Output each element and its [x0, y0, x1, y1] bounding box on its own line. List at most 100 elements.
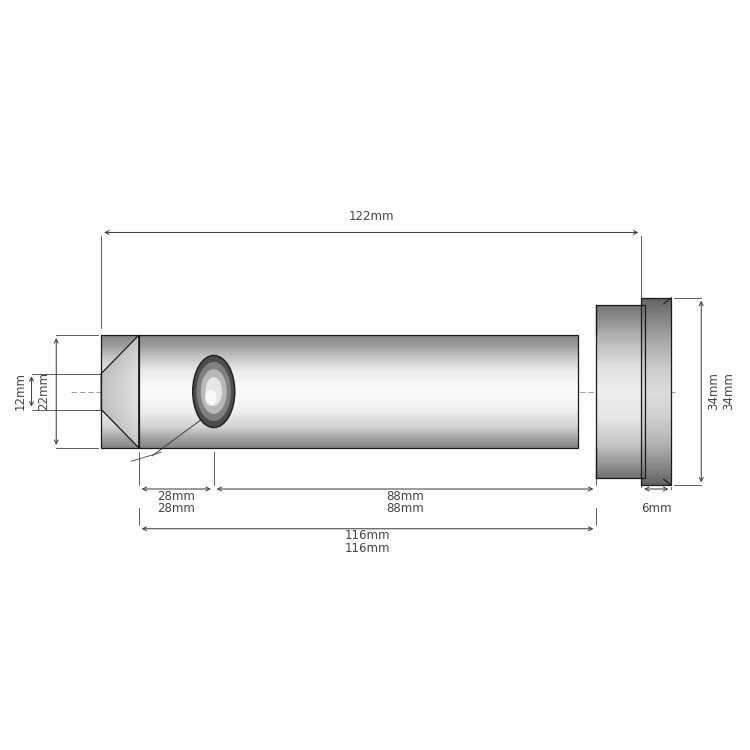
Polygon shape	[101, 421, 578, 422]
Polygon shape	[641, 389, 671, 392]
Polygon shape	[641, 429, 671, 431]
Polygon shape	[641, 316, 671, 319]
Polygon shape	[596, 325, 645, 327]
Polygon shape	[101, 385, 578, 386]
Polygon shape	[101, 358, 578, 359]
Polygon shape	[101, 372, 578, 374]
Polygon shape	[641, 385, 671, 387]
Polygon shape	[596, 402, 645, 404]
Polygon shape	[596, 396, 645, 398]
Polygon shape	[596, 379, 645, 381]
Text: 116mm: 116mm	[345, 530, 390, 542]
Text: 34mm: 34mm	[707, 373, 720, 410]
Polygon shape	[596, 370, 645, 372]
Polygon shape	[101, 377, 578, 379]
Polygon shape	[101, 366, 578, 368]
Polygon shape	[101, 414, 578, 416]
Polygon shape	[596, 372, 645, 374]
Polygon shape	[596, 335, 645, 338]
Polygon shape	[641, 375, 671, 377]
Text: 12mm: 12mm	[14, 373, 27, 410]
Polygon shape	[641, 310, 671, 312]
Text: 28mm: 28mm	[158, 503, 195, 515]
Polygon shape	[596, 348, 645, 350]
Polygon shape	[641, 406, 671, 408]
Polygon shape	[641, 302, 671, 304]
Polygon shape	[101, 407, 578, 409]
Polygon shape	[596, 327, 645, 329]
Polygon shape	[641, 464, 671, 466]
Polygon shape	[596, 430, 645, 433]
Polygon shape	[101, 422, 578, 424]
Polygon shape	[596, 385, 645, 387]
Polygon shape	[596, 398, 645, 400]
Polygon shape	[641, 404, 671, 406]
Polygon shape	[641, 321, 671, 323]
Polygon shape	[101, 398, 578, 400]
Polygon shape	[101, 417, 578, 419]
Polygon shape	[641, 354, 671, 356]
Polygon shape	[641, 366, 671, 368]
Polygon shape	[641, 328, 671, 331]
Polygon shape	[641, 481, 671, 483]
Polygon shape	[596, 454, 645, 456]
Polygon shape	[641, 441, 671, 443]
Polygon shape	[101, 436, 578, 438]
Polygon shape	[101, 352, 578, 353]
Polygon shape	[641, 427, 671, 429]
Polygon shape	[641, 431, 671, 433]
Polygon shape	[596, 374, 645, 376]
Polygon shape	[641, 436, 671, 438]
Polygon shape	[101, 433, 578, 435]
Polygon shape	[101, 419, 578, 420]
Polygon shape	[101, 410, 578, 411]
Polygon shape	[641, 298, 671, 300]
Polygon shape	[596, 338, 645, 340]
Text: 122mm: 122mm	[349, 210, 394, 223]
Polygon shape	[596, 470, 645, 471]
Polygon shape	[101, 404, 578, 406]
Polygon shape	[596, 446, 645, 448]
Polygon shape	[596, 419, 645, 422]
Polygon shape	[641, 483, 671, 485]
Polygon shape	[641, 458, 671, 460]
Polygon shape	[101, 341, 578, 342]
Polygon shape	[101, 413, 578, 414]
Polygon shape	[101, 361, 578, 362]
Polygon shape	[641, 473, 671, 476]
Polygon shape	[596, 366, 645, 368]
Polygon shape	[596, 389, 645, 392]
Polygon shape	[101, 374, 578, 375]
Polygon shape	[101, 356, 578, 358]
Polygon shape	[641, 452, 671, 454]
Text: 34mm: 34mm	[722, 373, 735, 410]
Polygon shape	[596, 394, 645, 396]
Polygon shape	[641, 368, 671, 370]
Polygon shape	[641, 312, 671, 314]
Polygon shape	[596, 368, 645, 370]
Text: 88mm: 88mm	[386, 490, 424, 502]
Polygon shape	[596, 422, 645, 424]
Polygon shape	[101, 355, 578, 356]
Polygon shape	[101, 445, 578, 446]
Polygon shape	[101, 353, 578, 355]
Polygon shape	[101, 435, 578, 436]
Polygon shape	[101, 401, 578, 403]
Polygon shape	[641, 350, 671, 352]
Polygon shape	[101, 442, 578, 443]
Polygon shape	[596, 364, 645, 366]
Polygon shape	[596, 471, 645, 473]
Polygon shape	[101, 446, 578, 448]
Polygon shape	[596, 467, 645, 470]
Polygon shape	[641, 394, 671, 396]
Polygon shape	[596, 382, 645, 385]
Polygon shape	[596, 381, 645, 382]
Polygon shape	[101, 375, 578, 376]
Polygon shape	[101, 364, 578, 366]
Polygon shape	[641, 446, 671, 448]
Polygon shape	[641, 398, 671, 400]
Polygon shape	[641, 443, 671, 446]
Polygon shape	[641, 476, 671, 478]
Polygon shape	[596, 433, 645, 435]
Polygon shape	[596, 463, 645, 465]
